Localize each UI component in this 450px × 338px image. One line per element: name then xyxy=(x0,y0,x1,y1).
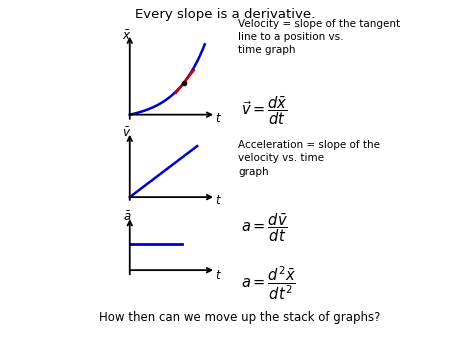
Text: $\bar{a}$: $\bar{a}$ xyxy=(122,211,131,224)
Text: $\bar{x}$: $\bar{x}$ xyxy=(122,29,131,43)
Text: Every slope is a derivative.: Every slope is a derivative. xyxy=(135,8,315,21)
Text: $t$: $t$ xyxy=(215,194,222,207)
Text: Velocity = slope of the tangent
line to a position vs.
time graph: Velocity = slope of the tangent line to … xyxy=(238,19,400,55)
Text: $\bar{v}$: $\bar{v}$ xyxy=(122,127,131,140)
Text: $a = \dfrac{d^2\bar{x}}{dt^2}$: $a = \dfrac{d^2\bar{x}}{dt^2}$ xyxy=(241,264,296,301)
Text: $\vec{v} = \dfrac{d\bar{x}}{dt}$: $\vec{v} = \dfrac{d\bar{x}}{dt}$ xyxy=(241,95,288,127)
Text: How then can we move up the stack of graphs?: How then can we move up the stack of gra… xyxy=(99,312,380,324)
Text: $t$: $t$ xyxy=(215,112,222,125)
Text: Acceleration = slope of the
velocity vs. time
graph: Acceleration = slope of the velocity vs.… xyxy=(238,140,381,177)
Text: $a = \dfrac{d\bar{v}}{dt}$: $a = \dfrac{d\bar{v}}{dt}$ xyxy=(241,211,288,244)
Text: $t$: $t$ xyxy=(215,269,222,282)
